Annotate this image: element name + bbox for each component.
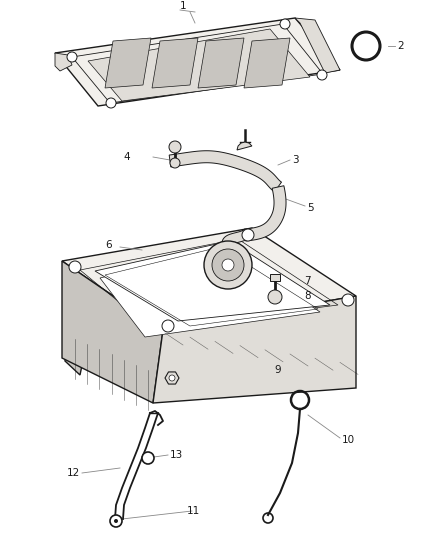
Circle shape (212, 249, 244, 281)
Circle shape (169, 141, 181, 153)
Text: 12: 12 (67, 468, 80, 478)
Circle shape (106, 98, 116, 108)
Polygon shape (165, 372, 179, 384)
Text: 9: 9 (274, 365, 281, 375)
Circle shape (222, 259, 234, 271)
Polygon shape (62, 228, 356, 330)
Circle shape (342, 294, 354, 306)
Polygon shape (88, 29, 310, 101)
Polygon shape (244, 38, 290, 88)
Text: 5: 5 (307, 203, 314, 213)
Circle shape (170, 158, 180, 168)
Text: 13: 13 (170, 450, 183, 460)
Circle shape (67, 52, 77, 62)
Circle shape (242, 229, 254, 241)
Polygon shape (222, 230, 247, 250)
Text: 11: 11 (187, 506, 200, 516)
Text: 8: 8 (304, 291, 311, 301)
FancyBboxPatch shape (270, 274, 280, 281)
Text: 10: 10 (342, 435, 355, 445)
Polygon shape (105, 38, 151, 88)
Polygon shape (65, 231, 355, 333)
Polygon shape (198, 38, 244, 88)
Polygon shape (62, 261, 163, 403)
Circle shape (162, 320, 174, 332)
Polygon shape (95, 241, 330, 321)
Polygon shape (55, 18, 340, 106)
Polygon shape (169, 151, 282, 192)
Circle shape (114, 519, 118, 523)
Polygon shape (244, 185, 286, 241)
Polygon shape (100, 248, 320, 337)
Text: 1: 1 (180, 1, 186, 11)
Circle shape (280, 19, 290, 29)
Text: 6: 6 (106, 240, 112, 250)
Polygon shape (65, 263, 100, 375)
Polygon shape (237, 142, 252, 150)
Polygon shape (153, 296, 356, 403)
Text: 7: 7 (304, 276, 311, 286)
Circle shape (169, 375, 175, 381)
Text: 3: 3 (292, 155, 299, 165)
Text: 2: 2 (397, 41, 404, 51)
Circle shape (317, 70, 327, 80)
Circle shape (110, 515, 122, 527)
Circle shape (142, 452, 154, 464)
Polygon shape (295, 18, 340, 73)
Circle shape (204, 241, 252, 289)
Circle shape (358, 38, 374, 54)
Circle shape (69, 261, 81, 273)
Polygon shape (152, 38, 198, 88)
Text: 4: 4 (124, 152, 130, 162)
Polygon shape (55, 53, 72, 71)
Circle shape (268, 290, 282, 304)
